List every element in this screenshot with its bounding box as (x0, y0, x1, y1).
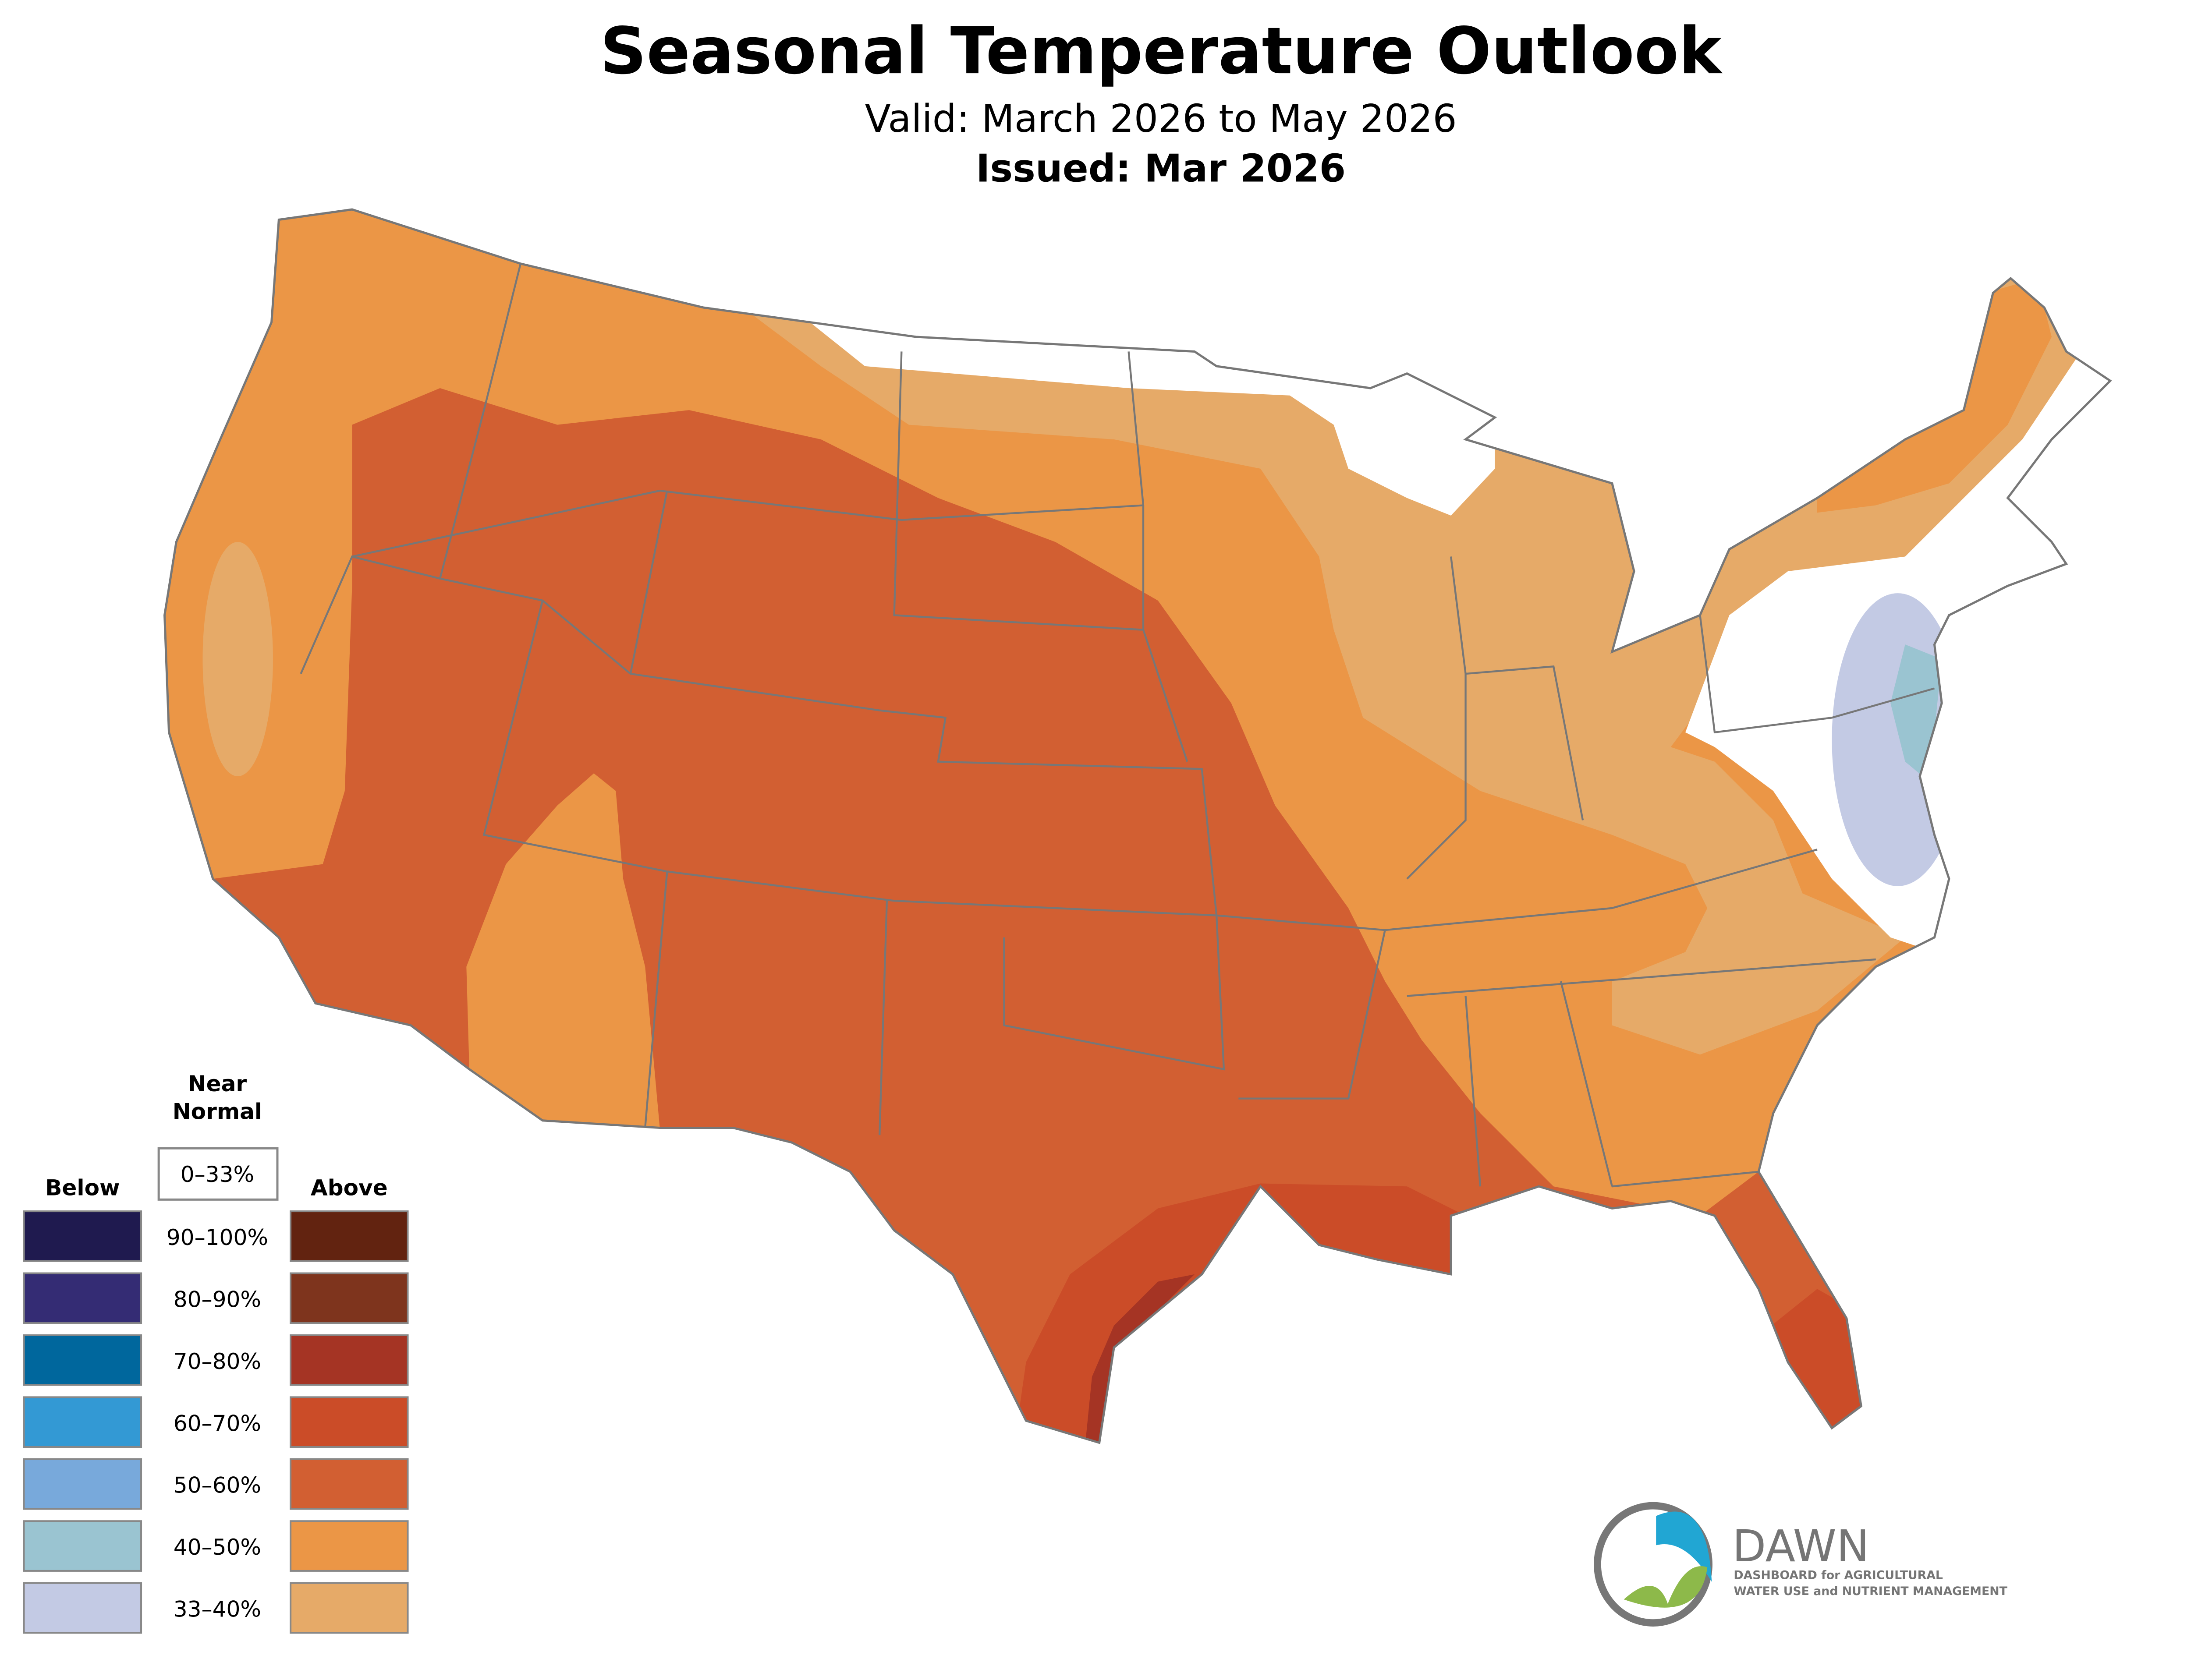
region-above-33-40-california (202, 542, 273, 777)
logo-tagline-1: DASHBOARD for AGRICULTURAL (1734, 1568, 1943, 1582)
legend-near-normal-swatch (157, 1147, 279, 1201)
legend-above-swatch (290, 1582, 409, 1634)
map-title: Seasonal Temperature Outlook (600, 13, 1723, 88)
logo-leaf-icon (1624, 1566, 1708, 1608)
legend-above-label: Above (311, 1174, 388, 1200)
legend-below-swatch (23, 1582, 142, 1634)
legend-below-swatch (23, 1334, 142, 1386)
legend-range-label: 50–60% (174, 1472, 261, 1498)
legend-range-label: 80–90% (174, 1286, 261, 1312)
legend-near-normal-range: 0–33% (181, 1161, 254, 1187)
region-above-40-50-northeast (1817, 278, 2052, 513)
legend-rows: 90–100% 80–90% 70–80% 60–70% 50–60% 40–50% 33–… (23, 1210, 409, 1634)
legend: Near Normal 0–33% Below Above 90–100% 80–… (23, 1071, 409, 1634)
logo-tagline-2: WATER USE and NUTRIENT MANAGEMENT (1734, 1585, 2007, 1598)
legend-range-label: 60–70% (174, 1410, 261, 1436)
logo-water-icon (1656, 1511, 1712, 1582)
legend-below-swatch (23, 1396, 142, 1448)
state-borders (300, 263, 1935, 1188)
issued-date: Issued: Mar 2026 (976, 146, 1346, 191)
legend-range-label: 40–50% (174, 1534, 261, 1560)
legend-below-swatch (23, 1272, 142, 1324)
legend-above-swatch (290, 1272, 409, 1324)
valid-period: Valid: March 2026 to May 2026 (865, 96, 1457, 141)
legend-range-label: 90–100% (167, 1224, 268, 1250)
legend-near-normal-line1: Near (188, 1071, 247, 1096)
header: Seasonal Temperature Outlook Valid: Marc… (600, 13, 1723, 191)
legend-range-label: 33–40% (174, 1596, 261, 1622)
region-above-40-50-arizona (466, 773, 660, 1128)
region-below-33-40 (1832, 593, 1964, 886)
legend-below-label: Below (45, 1174, 120, 1200)
legend-above-swatch (290, 1210, 409, 1262)
legend-above-swatch (290, 1458, 409, 1510)
legend-above-swatch (290, 1396, 409, 1448)
legend-below-swatch (23, 1210, 142, 1262)
legend-below-swatch (23, 1458, 142, 1510)
logo-name: DAWN (1732, 1521, 1869, 1572)
legend-near-normal-line2: Normal (173, 1098, 262, 1124)
legend-above-swatch (290, 1334, 409, 1386)
legend-above-swatch (290, 1520, 409, 1572)
legend-below-swatch (23, 1520, 142, 1572)
region-above-70-80 (1085, 1274, 1195, 1443)
legend-range-label: 70–80% (174, 1348, 261, 1374)
dawn-logo: DAWN DASHBOARD for AGRICULTURAL WATER US… (1594, 1502, 2008, 1627)
